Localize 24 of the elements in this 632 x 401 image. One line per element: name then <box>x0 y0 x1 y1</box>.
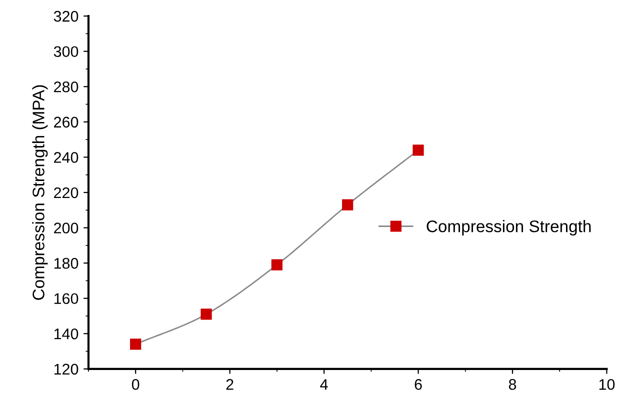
y-tick-label: 180 <box>54 258 78 269</box>
y-tick-label: 160 <box>54 293 78 304</box>
point <box>200 308 212 320</box>
x-tick-label: 10 <box>599 379 615 390</box>
y-tick-label: 320 <box>54 10 78 22</box>
y-tick-label: 200 <box>54 222 78 234</box>
x-tick-label: 6 <box>414 379 422 390</box>
point <box>271 259 282 270</box>
y-tick-label: 120 <box>54 364 78 375</box>
x-tick-label: 8 <box>508 379 516 390</box>
y-tick-label: 280 <box>54 81 78 92</box>
y-tick-label: 240 <box>54 152 78 163</box>
y-axis-title: Compression Strength (MPA) <box>32 85 48 300</box>
y-tick-label: 220 <box>54 187 78 198</box>
x-tick-label: 2 <box>226 379 234 390</box>
y-tick-label: 260 <box>54 116 78 128</box>
point <box>130 338 142 350</box>
point <box>412 144 424 156</box>
y-tick-label: 140 <box>54 328 78 340</box>
y-tick-label: 300 <box>54 46 78 58</box>
x-tick-label: 4 <box>320 379 328 390</box>
x-tick-label: 0 <box>132 379 140 390</box>
point <box>342 199 354 210</box>
legend-label: Compression Strength <box>426 220 591 236</box>
